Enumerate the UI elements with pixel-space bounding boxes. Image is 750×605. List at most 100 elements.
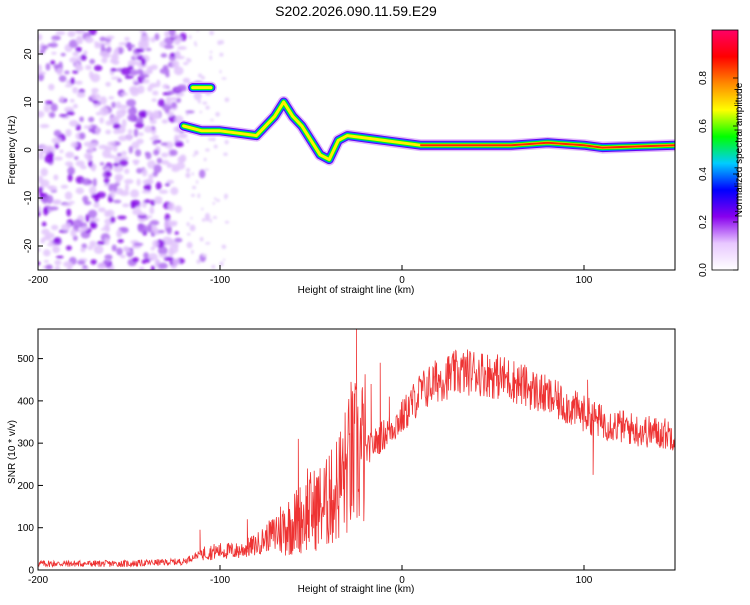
- noise-blob: [124, 179, 134, 184]
- noise-blob: [72, 235, 78, 241]
- noise-blob: [152, 225, 158, 235]
- y-tick-label: 0: [23, 147, 34, 153]
- noise-blob: [51, 39, 57, 44]
- noise-blob: [171, 101, 177, 109]
- noise-blob: [66, 208, 72, 217]
- noise-blob: [161, 152, 169, 158]
- noise-blob: [49, 42, 58, 48]
- noise-blob: [201, 207, 204, 211]
- noise-blob: [219, 52, 224, 57]
- noise-blob: [110, 189, 116, 199]
- noise-blob: [139, 266, 145, 270]
- spectrogram-y-axis-label: Frequency (Hz): [7, 116, 18, 185]
- noise-blob: [75, 30, 86, 35]
- noise-blob: [75, 46, 82, 53]
- noise-blob: [54, 259, 62, 266]
- y-tick-label: -20: [23, 238, 34, 253]
- noise-blob: [197, 99, 201, 104]
- noise-blob: [67, 173, 73, 182]
- noise-blob: [67, 261, 73, 270]
- noise-blob: [164, 109, 170, 114]
- noise-blob: [50, 60, 56, 65]
- noise-blob: [174, 231, 179, 235]
- noise-blob: [87, 145, 94, 154]
- noise-blob: [59, 149, 64, 154]
- noise-blob: [109, 116, 120, 126]
- noise-blob: [158, 262, 168, 270]
- noise-blob: [62, 203, 73, 207]
- snr-x-ticks: -200 -100 0 100: [28, 565, 593, 586]
- noise-blob: [75, 80, 83, 85]
- noise-blob: [209, 218, 212, 223]
- noise-blob: [84, 36, 94, 44]
- noise-blob: [129, 85, 139, 94]
- noise-blob: [169, 149, 178, 156]
- colorbar-swatch: [711, 29, 739, 271]
- x-tick-label: -200: [28, 575, 48, 586]
- noise-blob: [159, 68, 170, 75]
- noise-blob: [100, 44, 105, 52]
- noise-blob: [127, 65, 134, 70]
- noise-blob: [53, 174, 59, 181]
- noise-blob: [94, 44, 102, 49]
- noise-blob: [116, 229, 122, 238]
- noise-blob: [136, 167, 143, 174]
- noise-blob: [53, 129, 62, 137]
- noise-blob: [89, 240, 97, 248]
- snr-x-axis-label: Height of straight line (km): [298, 584, 415, 595]
- noise-blob: [110, 67, 117, 72]
- noise-blob: [198, 73, 202, 78]
- noise-blob: [72, 103, 78, 109]
- noise-blob: [87, 245, 94, 251]
- noise-blob: [48, 206, 59, 211]
- noise-blob: [80, 247, 86, 253]
- noise-blob: [117, 47, 124, 55]
- noise-blob: [135, 117, 144, 124]
- noise-blob: [145, 151, 152, 160]
- x-tick-label: -200: [28, 275, 48, 286]
- x-tick-label: 0: [399, 275, 405, 286]
- noise-blob: [83, 125, 93, 129]
- noise-blob: [127, 47, 132, 51]
- noise-blob: [192, 185, 197, 190]
- y-tick-label: 300: [17, 439, 34, 450]
- noise-blob: [72, 51, 79, 57]
- noise-blob: [41, 221, 47, 227]
- noise-blob: [48, 185, 58, 191]
- noise-blob: [154, 200, 163, 205]
- snr-series-line: [38, 329, 675, 568]
- noise-blob: [83, 50, 88, 55]
- noise-blob: [90, 93, 101, 101]
- noise-blob: [130, 189, 140, 198]
- noise-blob: [150, 199, 156, 207]
- noise-blob: [110, 53, 117, 60]
- noise-blob: [224, 193, 228, 198]
- noise-blob: [120, 92, 129, 96]
- noise-blob: [149, 137, 154, 141]
- noise-blob: [79, 132, 86, 140]
- noise-blob: [70, 229, 77, 237]
- noise-blob: [193, 150, 199, 156]
- noise-blob: [152, 90, 159, 96]
- noise-blob: [43, 259, 49, 264]
- noise-blob: [131, 60, 141, 65]
- noise-blob: [201, 218, 206, 222]
- noise-blob: [90, 217, 100, 223]
- noise-blob: [88, 30, 97, 36]
- noise-blob: [68, 163, 74, 168]
- noise-blob: [178, 132, 188, 139]
- noise-blob: [165, 183, 170, 187]
- noise-blob: [186, 167, 191, 173]
- noise-blob: [182, 77, 191, 84]
- noise-blob: [112, 144, 118, 152]
- noise-blob: [174, 237, 183, 243]
- colorbar-tick-label: 0.4: [698, 167, 709, 181]
- noise-blob: [196, 259, 201, 264]
- noise-blob: [55, 30, 66, 36]
- noise-blob: [68, 200, 75, 205]
- noise-blob: [127, 128, 133, 135]
- noise-blob: [148, 253, 158, 261]
- noise-blob: [133, 242, 144, 247]
- noise-blob: [90, 259, 97, 265]
